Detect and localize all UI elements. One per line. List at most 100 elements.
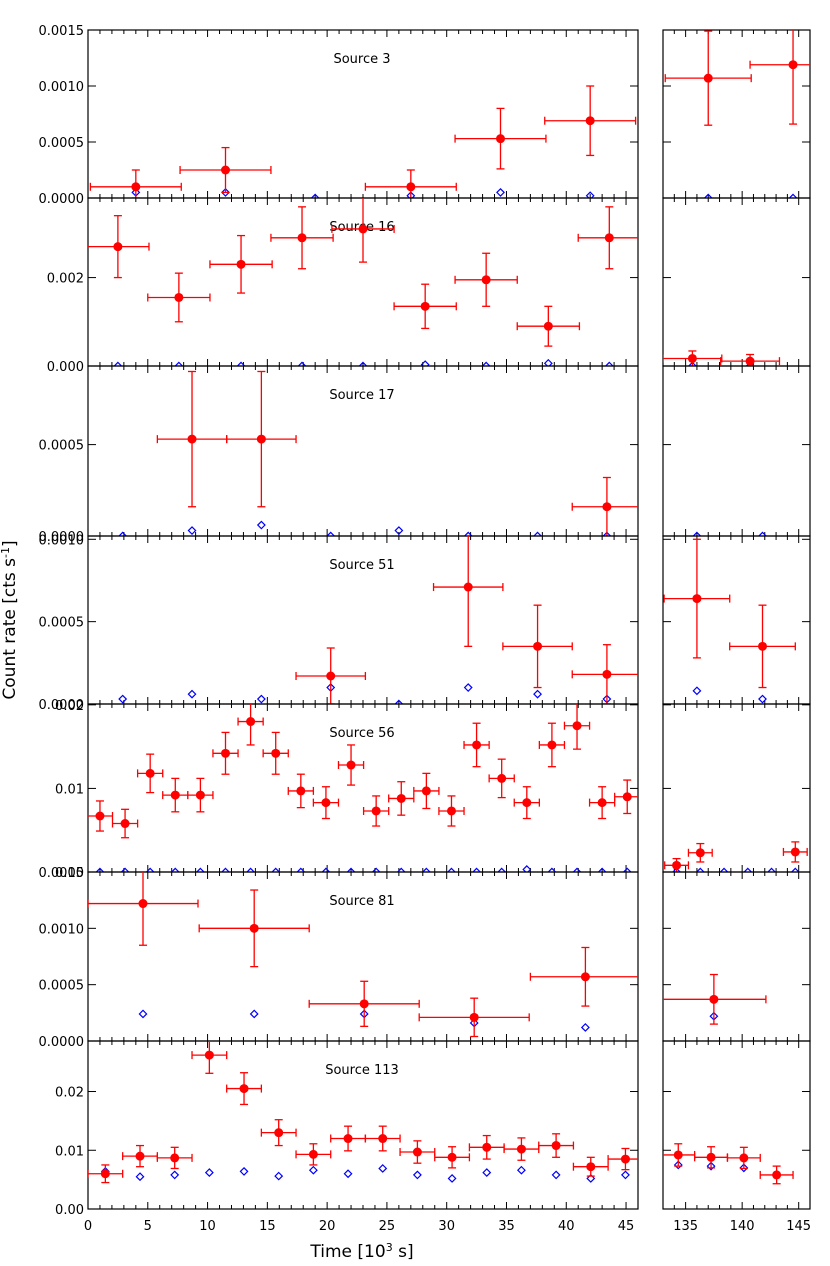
background-point	[692, 686, 702, 696]
background-point	[296, 867, 306, 872]
background-point	[758, 694, 767, 704]
panel-5: 0.00 0.01 0.02 Source 56	[55, 699, 811, 881]
background-point	[406, 191, 416, 198]
background-point	[758, 531, 767, 536]
source-marker	[204, 1050, 214, 1060]
source-marker	[421, 786, 431, 796]
source-point	[393, 283, 457, 330]
background-point	[274, 1171, 284, 1181]
source-point	[156, 370, 228, 508]
x-tick-label: 140	[730, 1219, 755, 1234]
background-point	[672, 867, 682, 872]
background-point	[547, 867, 557, 872]
x-axis-label: Time [103 s]	[309, 1241, 413, 1262]
background-point	[308, 1165, 318, 1175]
source-marker	[482, 1142, 492, 1152]
background-point	[496, 187, 505, 197]
background-point	[371, 867, 381, 872]
background-point	[249, 1009, 259, 1019]
panel-title: Source 3	[333, 52, 390, 67]
source-point	[513, 786, 541, 820]
source-marker	[673, 1150, 683, 1160]
background-point	[321, 867, 331, 872]
background-point	[447, 1174, 457, 1183]
source-marker	[256, 434, 266, 444]
source-point	[782, 841, 808, 863]
x-tick-label: 10	[199, 1219, 216, 1234]
source-marker	[597, 798, 607, 808]
background-point	[420, 360, 430, 366]
background-point	[394, 699, 404, 704]
x-axis-label-close: s]	[393, 1242, 414, 1262]
source-marker	[187, 434, 197, 444]
y-axis-label-exponent: -1	[0, 547, 12, 558]
background-point	[204, 1168, 214, 1178]
source-marker	[703, 73, 713, 83]
source-marker	[586, 1162, 596, 1172]
background-point	[482, 1168, 492, 1178]
source-point	[295, 647, 367, 704]
panel-title: Source 113	[325, 1063, 399, 1078]
source-marker	[469, 1012, 479, 1022]
background-point	[516, 1165, 526, 1175]
source-point	[226, 1072, 263, 1106]
background-point	[113, 361, 123, 366]
source-point	[720, 353, 781, 366]
source-marker	[239, 1084, 249, 1094]
source-marker	[120, 819, 130, 829]
source-point	[198, 889, 310, 968]
source-marker	[271, 748, 281, 758]
x-tick-label: 30	[438, 1219, 455, 1234]
source-point	[330, 1125, 367, 1152]
background-point	[472, 867, 482, 872]
y-tick-label: 0.0005	[39, 979, 85, 994]
background-point	[256, 520, 266, 530]
source-point	[122, 1144, 158, 1168]
background-point	[239, 1166, 249, 1176]
source-marker	[745, 356, 755, 366]
source-point	[577, 206, 638, 270]
background-point	[585, 191, 595, 198]
background-point	[463, 531, 473, 536]
y-axis-label-close: ]	[0, 540, 20, 547]
background-point	[788, 193, 798, 198]
source-marker	[170, 790, 180, 800]
background-point	[620, 1170, 630, 1180]
source-marker	[758, 641, 768, 651]
source-marker	[772, 1170, 782, 1180]
x-tick-label: 35	[498, 1219, 515, 1234]
background-point	[396, 867, 406, 872]
y-tick-label: 0.02	[55, 1086, 84, 1101]
y-tick-label: 0.0010	[39, 80, 85, 95]
source-point	[226, 370, 297, 508]
background-point	[236, 361, 246, 366]
plot-frame-right	[662, 535, 811, 705]
source-point	[364, 1125, 401, 1152]
y-tick-label: 0.000	[47, 360, 84, 375]
background-point	[602, 531, 612, 536]
background-point	[497, 867, 507, 872]
source-marker	[221, 748, 230, 758]
source-point	[212, 731, 239, 775]
background-point	[358, 361, 368, 366]
source-point	[413, 772, 440, 810]
panels-layer: 0.0000 0.0005 0.0010 0.0015 Source 3 0.000 0.0…	[39, 24, 812, 1234]
source-point	[88, 215, 150, 279]
source-marker	[378, 1134, 388, 1144]
source-marker	[543, 321, 553, 331]
y-tick-label: 0.0000	[39, 698, 85, 713]
background-point	[343, 1169, 353, 1179]
background-point	[421, 867, 431, 872]
y-tick-label: 0.0000	[39, 192, 85, 207]
source-marker	[420, 301, 430, 311]
source-point	[237, 704, 264, 746]
source-marker	[602, 669, 612, 679]
source-point	[529, 946, 638, 1007]
source-marker	[497, 773, 507, 783]
background-point	[246, 867, 256, 872]
source-marker	[788, 60, 798, 70]
source-marker	[326, 671, 336, 681]
y-tick-label: 0.0015	[39, 866, 85, 881]
background-point	[297, 361, 307, 366]
source-point	[136, 753, 164, 794]
